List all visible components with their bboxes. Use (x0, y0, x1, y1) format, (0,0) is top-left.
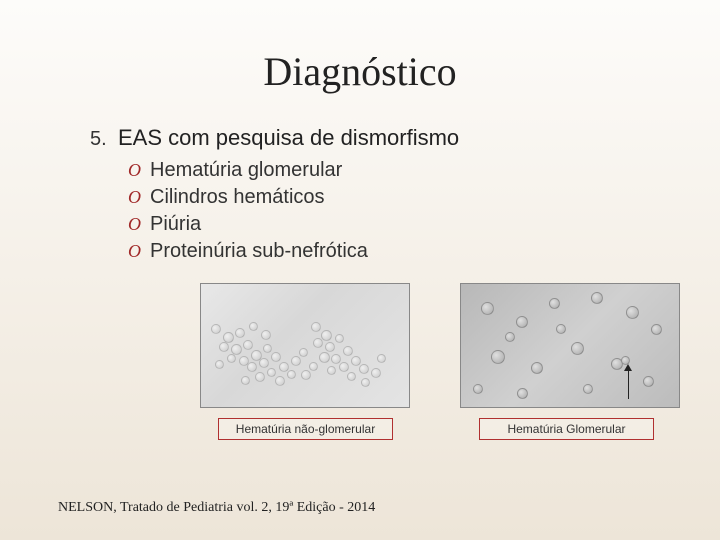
caption-right: Hematúria Glomerular (479, 418, 654, 440)
cell-icon (643, 376, 654, 387)
cell-icon (517, 388, 528, 399)
cell-icon (491, 350, 505, 364)
captions-row: Hematúria não-glomerular Hematúria Glome… (90, 408, 720, 440)
arrow-head-icon (624, 364, 632, 371)
cell-icon (591, 292, 603, 304)
cell-icon (263, 344, 272, 353)
cell-icon (249, 322, 258, 331)
cell-icon (235, 328, 245, 338)
list-line: 5. EAS com pesquisa de dismorfismo (90, 125, 720, 151)
images-row (90, 265, 720, 408)
cell-icon (255, 372, 265, 382)
footer-citation: NELSON, Tratado de Pediatria vol. 2, 19ª… (58, 500, 375, 516)
cell-icon (343, 346, 353, 356)
bullet-icon: O (128, 185, 150, 209)
arrow-icon (628, 369, 629, 399)
cell-icon (371, 368, 381, 378)
image-left (200, 283, 410, 408)
cell-icon (583, 384, 593, 394)
cell-icon (556, 324, 566, 334)
sublist-text: Proteinúria sub-nefrótica (150, 240, 368, 262)
cell-icon (259, 358, 269, 368)
cell-icon (347, 372, 356, 381)
cell-icon (301, 370, 311, 380)
sublist-item: OProteinúria sub-nefrótica (128, 238, 720, 265)
cell-icon (361, 378, 370, 387)
bullet-icon: O (128, 212, 150, 236)
cell-icon (287, 370, 296, 379)
cell-icon (267, 368, 276, 377)
cell-icon (325, 342, 335, 352)
cell-icon (626, 306, 639, 319)
image-right (460, 283, 680, 408)
cell-icon (309, 362, 318, 371)
cell-icon (621, 356, 630, 365)
cell-icon (319, 352, 330, 363)
cell-icon (313, 338, 323, 348)
sublist-item: OHematúria glomerular (128, 157, 720, 184)
cell-icon (339, 362, 349, 372)
cell-icon (516, 316, 528, 328)
sublist-item: OCilindros hemáticos (128, 184, 720, 211)
cell-icon (311, 322, 321, 332)
cell-icon (291, 356, 301, 366)
cell-icon (271, 352, 281, 362)
cell-icon (215, 360, 224, 369)
content-area: 5. EAS com pesquisa de dismorfismo OHema… (0, 95, 720, 440)
cell-icon (359, 364, 369, 374)
sublist: OHematúria glomerular OCilindros hemátic… (90, 151, 720, 265)
cell-icon (505, 332, 515, 342)
list-number: 5. (90, 128, 114, 151)
sublist-item: OPiúria (128, 211, 720, 238)
cell-icon (219, 342, 229, 352)
page-title: Diagnóstico (0, 0, 720, 95)
cell-icon (377, 354, 386, 363)
cell-icon (243, 340, 253, 350)
bullet-icon: O (128, 239, 150, 263)
cell-icon (335, 334, 344, 343)
cell-icon (473, 384, 483, 394)
cell-icon (211, 324, 221, 334)
cell-icon (275, 376, 285, 386)
cell-icon (571, 342, 584, 355)
sublist-text: Piúria (150, 213, 201, 235)
bullet-icon: O (128, 158, 150, 182)
list-main-text: EAS com pesquisa de dismorfismo (118, 125, 459, 150)
cell-icon (299, 348, 308, 357)
cell-icon (327, 366, 336, 375)
sublist-text: Cilindros hemáticos (150, 186, 325, 208)
cell-icon (261, 330, 271, 340)
cell-icon (321, 330, 332, 341)
cell-icon (549, 298, 560, 309)
cell-icon (241, 376, 250, 385)
sublist-text: Hematúria glomerular (150, 159, 342, 181)
cell-icon (651, 324, 662, 335)
cell-icon (247, 362, 257, 372)
caption-left: Hematúria não-glomerular (218, 418, 393, 440)
cell-icon (481, 302, 494, 315)
cell-icon (531, 362, 543, 374)
cell-icon (227, 354, 236, 363)
